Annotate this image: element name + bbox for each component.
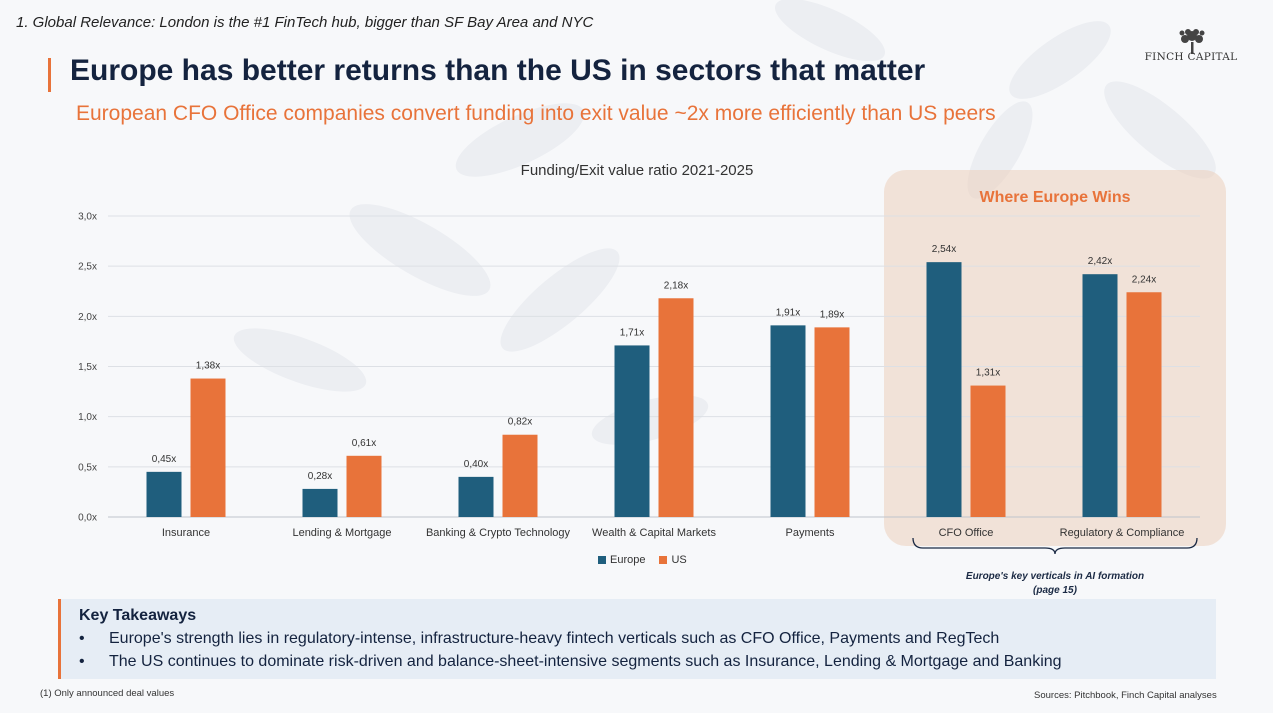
x-tick-label: Regulatory & Compliance xyxy=(1060,527,1185,539)
data-label: 0,82x xyxy=(508,417,532,428)
title-accent-bar xyxy=(48,58,51,92)
bar-us xyxy=(346,455,382,517)
footnote: (1) Only announced deal values xyxy=(40,688,175,699)
verticals-note: Europe's key verticals in AI formation (… xyxy=(965,571,1145,596)
y-tick-label: 3,0x xyxy=(78,212,97,223)
takeaway-text: The US continues to dominate risk-driven… xyxy=(109,653,1062,670)
bar-europe xyxy=(1082,274,1118,517)
tree-icon xyxy=(1179,29,1205,54)
x-tick-label: Insurance xyxy=(162,527,210,539)
takeaway-item: • Europe's strength lies in regulatory-in… xyxy=(79,630,999,648)
bar-us xyxy=(970,385,1006,517)
key-takeaways-title: Key Takeaways xyxy=(79,607,197,624)
x-tick-label: Banking & Crypto Technology xyxy=(426,527,571,539)
bar-europe xyxy=(614,345,650,517)
bar-us xyxy=(190,378,226,517)
data-label: 2,42x xyxy=(1088,256,1112,267)
data-label: 2,18x xyxy=(664,280,688,291)
sources-note: Sources: Pitchbook, Finch Capital analys… xyxy=(1034,690,1217,701)
data-label: 1,89x xyxy=(820,309,844,320)
bar-us xyxy=(1126,292,1162,517)
bar-europe xyxy=(458,476,494,517)
data-label: 1,71x xyxy=(620,327,644,338)
legend-label-europe: Europe xyxy=(610,554,646,566)
data-label: 1,91x xyxy=(776,307,800,318)
data-label: 0,40x xyxy=(464,459,488,470)
verticals-brace xyxy=(912,537,1198,555)
takeaway-text: Europe's strength lies in regulatory-int… xyxy=(109,630,1000,647)
legend-swatch-us xyxy=(659,556,668,564)
bar-europe xyxy=(146,471,182,517)
x-tick-label: Payments xyxy=(786,527,835,539)
chart-legend: Europe US xyxy=(598,554,687,566)
page-subtitle: European CFO Office companies convert fu… xyxy=(76,102,996,125)
x-tick-label: Wealth & Capital Markets xyxy=(592,527,716,539)
data-label: 1,31x xyxy=(976,368,1000,379)
chart-title: Funding/Exit value ratio 2021-2025 xyxy=(520,162,754,179)
data-label: 1,38x xyxy=(196,361,220,372)
y-tick-label: 2,0x xyxy=(78,312,97,323)
data-label: 2,54x xyxy=(932,244,956,255)
data-label: 0,28x xyxy=(308,471,332,482)
y-tick-label: 2,5x xyxy=(78,262,97,273)
page-title: Europe has better returns than the US in… xyxy=(70,54,926,87)
takeaway-item: • The US continues to dominate risk-drive… xyxy=(79,653,1062,671)
y-tick-label: 0,5x xyxy=(78,462,97,473)
section-note: 1. Global Relevance: London is the #1 Fi… xyxy=(16,14,594,31)
bullet-icon: • xyxy=(79,630,85,647)
bar-europe xyxy=(926,262,962,517)
y-tick-label: 1,5x xyxy=(78,362,97,373)
y-tick-label: 1,0x xyxy=(78,412,97,423)
x-tick-label: Lending & Mortgage xyxy=(292,527,391,539)
data-label: 2,24x xyxy=(1132,274,1156,285)
data-label: 0,61x xyxy=(352,438,376,449)
key-takeaways-box: Key Takeaways • Europe's strength lies in… xyxy=(58,599,1216,679)
data-label: 0,45x xyxy=(152,454,176,465)
bullet-icon: • xyxy=(79,653,85,670)
bar-us xyxy=(502,434,538,517)
highlight-title: Where Europe Wins xyxy=(979,189,1131,206)
bar-us xyxy=(814,327,850,517)
legend-label-us: US xyxy=(671,554,687,566)
x-tick-label: CFO Office xyxy=(939,527,994,539)
logo: FINCH CAPITAL xyxy=(1144,51,1238,63)
legend-swatch-europe xyxy=(598,556,606,564)
bar-europe xyxy=(302,488,338,517)
y-tick-label: 0,0x xyxy=(78,513,97,524)
bar-us xyxy=(658,298,694,517)
bar-europe xyxy=(770,325,806,517)
